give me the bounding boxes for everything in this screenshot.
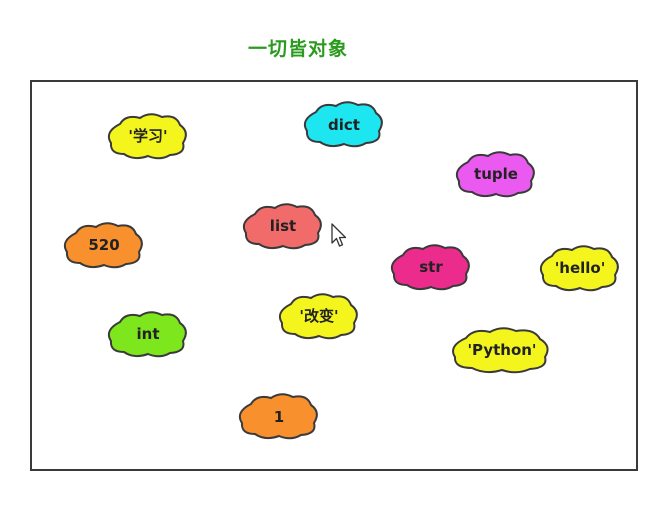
object-cloud: '学习' bbox=[107, 113, 187, 160]
object-label: 'Python' bbox=[467, 341, 536, 359]
object-cloud: int bbox=[107, 311, 187, 358]
object-cloud: tuple bbox=[455, 151, 535, 198]
object-label: '改变' bbox=[299, 307, 338, 325]
object-label: str bbox=[419, 258, 443, 276]
object-label: dict bbox=[328, 116, 360, 134]
object-cloud: list bbox=[242, 203, 322, 250]
object-label: 1 bbox=[274, 408, 284, 426]
mouse-pointer-icon bbox=[331, 223, 347, 247]
object-cloud: 'hello' bbox=[539, 245, 619, 292]
object-label: list bbox=[270, 217, 296, 235]
diagram-title: 一切皆对象 bbox=[248, 38, 349, 60]
object-cloud: 520 bbox=[63, 222, 143, 269]
object-cloud: '改变' bbox=[278, 293, 358, 340]
object-cloud: dict bbox=[303, 101, 383, 148]
object-label: 520 bbox=[88, 236, 119, 254]
object-label: tuple bbox=[474, 165, 518, 183]
object-label: '学习' bbox=[128, 127, 167, 145]
object-cloud: str bbox=[390, 244, 470, 291]
object-label: 'hello' bbox=[555, 259, 606, 277]
object-cloud: 1 bbox=[238, 393, 318, 440]
object-cloud: 'Python' bbox=[452, 327, 549, 374]
object-label: int bbox=[137, 325, 160, 343]
